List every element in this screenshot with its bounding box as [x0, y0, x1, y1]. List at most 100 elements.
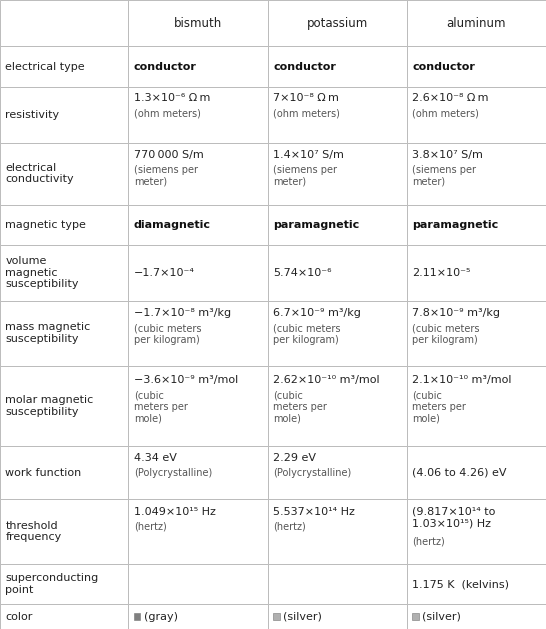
Text: diamagnetic: diamagnetic: [134, 220, 211, 230]
Text: 2.62×10⁻¹⁰ m³/mol: 2.62×10⁻¹⁰ m³/mol: [273, 376, 379, 386]
Bar: [0, 365, 128, 446]
Bar: [273, 613, 280, 620]
Text: (siemens per
meter): (siemens per meter): [412, 165, 476, 187]
Text: conductor: conductor: [273, 62, 336, 72]
Text: (4.06 to 4.26) eV: (4.06 to 4.26) eV: [412, 467, 507, 477]
Text: 2.29 eV: 2.29 eV: [273, 452, 316, 462]
Bar: [407, 604, 546, 629]
Text: color: color: [5, 611, 33, 621]
Text: (ohm meters): (ohm meters): [134, 108, 200, 118]
Text: 2.1×10⁻¹⁰ m³/mol: 2.1×10⁻¹⁰ m³/mol: [412, 376, 512, 386]
Bar: [407, 0, 546, 47]
Text: (cubic meters
per kilogram): (cubic meters per kilogram): [273, 323, 341, 345]
Text: −1.7×10⁻⁴: −1.7×10⁻⁴: [134, 268, 194, 277]
Text: (silver): (silver): [422, 611, 461, 621]
Bar: [268, 143, 407, 204]
Bar: [412, 613, 419, 620]
Text: magnetic type: magnetic type: [5, 220, 86, 230]
Bar: [0, 446, 128, 499]
Text: 1.4×10⁷ S/m: 1.4×10⁷ S/m: [273, 150, 344, 160]
Text: (gray): (gray): [144, 611, 177, 621]
Bar: [134, 613, 140, 620]
Bar: [0, 301, 128, 365]
Text: conductor: conductor: [412, 62, 475, 72]
Text: superconducting
point: superconducting point: [5, 573, 99, 595]
Bar: [0, 204, 128, 245]
Bar: [268, 47, 407, 87]
Bar: [268, 204, 407, 245]
Bar: [407, 143, 546, 204]
Text: (cubic meters
per kilogram): (cubic meters per kilogram): [134, 323, 201, 345]
Text: (silver): (silver): [283, 611, 322, 621]
Bar: [128, 143, 268, 204]
Bar: [407, 499, 546, 564]
Text: (cubic
meters per
mole): (cubic meters per mole): [134, 390, 188, 423]
Text: 2.6×10⁻⁸ Ω m: 2.6×10⁻⁸ Ω m: [412, 94, 489, 103]
Text: work function: work function: [5, 467, 82, 477]
Bar: [268, 499, 407, 564]
Bar: [0, 143, 128, 204]
Bar: [128, 365, 268, 446]
Bar: [128, 499, 268, 564]
Text: (cubic meters
per kilogram): (cubic meters per kilogram): [412, 323, 480, 345]
Bar: [0, 604, 128, 629]
Text: 1.175 K  (kelvins): 1.175 K (kelvins): [412, 579, 509, 589]
Text: (9.817×10¹⁴ to
1.03×10¹⁵) Hz: (9.817×10¹⁴ to 1.03×10¹⁵) Hz: [412, 507, 496, 528]
Bar: [128, 204, 268, 245]
Bar: [0, 564, 128, 604]
Bar: [128, 301, 268, 365]
Text: resistivity: resistivity: [5, 109, 60, 120]
Text: paramagnetic: paramagnetic: [273, 220, 359, 230]
Text: 7.8×10⁻⁹ m³/kg: 7.8×10⁻⁹ m³/kg: [412, 308, 500, 318]
Text: molar magnetic
susceptibility: molar magnetic susceptibility: [5, 395, 94, 416]
Bar: [407, 446, 546, 499]
Text: (cubic
meters per
mole): (cubic meters per mole): [412, 390, 466, 423]
Text: 5.537×10¹⁴ Hz: 5.537×10¹⁴ Hz: [273, 507, 355, 516]
Bar: [0, 87, 128, 143]
Bar: [407, 564, 546, 604]
Bar: [268, 564, 407, 604]
Text: 770 000 S/m: 770 000 S/m: [134, 150, 204, 160]
Bar: [0, 245, 128, 301]
Text: bismuth: bismuth: [174, 17, 222, 30]
Text: −1.7×10⁻⁸ m³/kg: −1.7×10⁻⁸ m³/kg: [134, 308, 231, 318]
Text: (cubic
meters per
mole): (cubic meters per mole): [273, 390, 327, 423]
Text: paramagnetic: paramagnetic: [412, 220, 498, 230]
Bar: [128, 604, 268, 629]
Text: conductor: conductor: [134, 62, 197, 72]
Text: (Polycrystalline): (Polycrystalline): [273, 467, 351, 477]
Bar: [268, 446, 407, 499]
Bar: [407, 204, 546, 245]
Text: aluminum: aluminum: [447, 17, 506, 30]
Bar: [0, 499, 128, 564]
Bar: [268, 87, 407, 143]
Text: (ohm meters): (ohm meters): [273, 108, 340, 118]
Bar: [407, 365, 546, 446]
Text: electrical type: electrical type: [5, 62, 85, 72]
Text: (ohm meters): (ohm meters): [412, 108, 479, 118]
Bar: [128, 0, 268, 47]
Bar: [128, 564, 268, 604]
Text: −3.6×10⁻⁹ m³/mol: −3.6×10⁻⁹ m³/mol: [134, 376, 238, 386]
Bar: [407, 87, 546, 143]
Text: volume
magnetic
susceptibility: volume magnetic susceptibility: [5, 256, 79, 289]
Bar: [0, 0, 128, 47]
Text: 4.34 eV: 4.34 eV: [134, 452, 177, 462]
Text: 5.74×10⁻⁶: 5.74×10⁻⁶: [273, 268, 331, 277]
Bar: [128, 446, 268, 499]
Text: (hertz): (hertz): [412, 537, 445, 547]
Bar: [0, 47, 128, 87]
Text: threshold
frequency: threshold frequency: [5, 521, 62, 542]
Text: 1.3×10⁻⁶ Ω m: 1.3×10⁻⁶ Ω m: [134, 94, 210, 103]
Bar: [407, 245, 546, 301]
Text: 2.11×10⁻⁵: 2.11×10⁻⁵: [412, 268, 471, 277]
Bar: [268, 245, 407, 301]
Text: 6.7×10⁻⁹ m³/kg: 6.7×10⁻⁹ m³/kg: [273, 308, 361, 318]
Bar: [128, 87, 268, 143]
Bar: [407, 301, 546, 365]
Text: 1.049×10¹⁵ Hz: 1.049×10¹⁵ Hz: [134, 507, 216, 516]
Text: (hertz): (hertz): [134, 521, 167, 532]
Text: (siemens per
meter): (siemens per meter): [273, 165, 337, 187]
Bar: [407, 47, 546, 87]
Text: potassium: potassium: [306, 17, 368, 30]
